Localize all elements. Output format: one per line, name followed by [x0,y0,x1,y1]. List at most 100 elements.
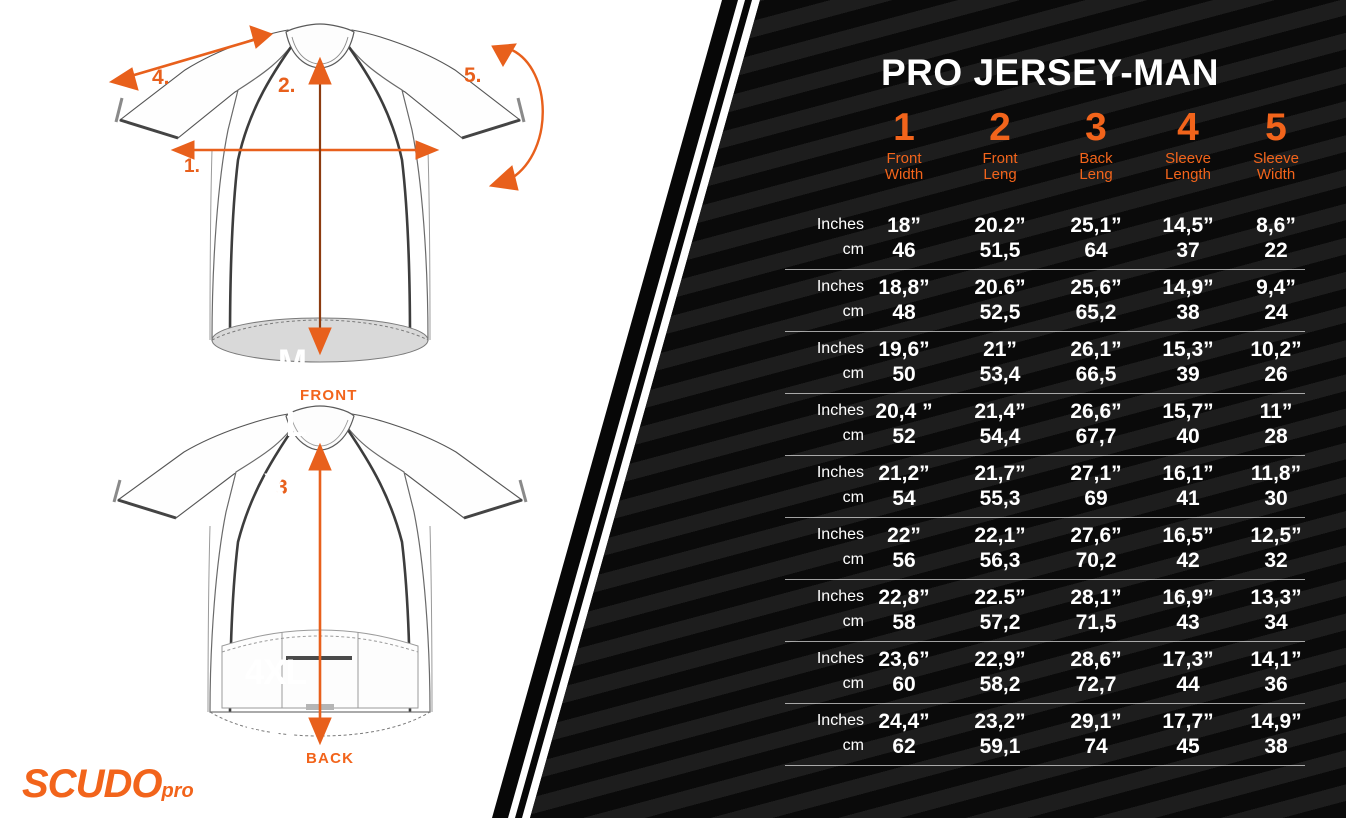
cell-inches-2XL-5: 12,5” [1250,524,1302,547]
column-label2-5: Width [1256,166,1296,183]
column-header-5: 5 Sleeve Width [1230,108,1322,183]
unit-inches: Inches [816,712,864,729]
row-divider [785,455,1305,456]
cell-cm-5XL-3: 74 [1084,735,1108,758]
table-row: XS Inches cm 18” 20.2” 25,1” 14,5” 8,6” 46 51,5 64… [0,208,1346,270]
cell-cm-XS-5: 22 [1264,239,1288,262]
column-label2-2: Leng [983,166,1017,183]
cell-cm-2XL-1: 56 [892,549,916,572]
page-title: PRO JERSEY-MAN [880,52,1219,93]
cell-cm-2XL-5: 32 [1264,549,1288,572]
cell-cm-L-3: 67,7 [1075,425,1117,448]
cell-cm-M-4: 39 [1176,363,1200,386]
row-divider [785,703,1305,704]
unit-cm: cm [842,427,864,444]
front-view-label: FRONT [300,387,358,404]
cell-inches-3XL-5: 13,3” [1250,586,1302,609]
cell-inches-3XL-3: 28,1” [1070,586,1122,609]
table-row: 2XL Inches cm 22” 22,1” 27,6” 16,5” 12,5” 56 56,3… [0,518,1346,580]
size-label-5XL: 5XL [244,715,307,754]
cell-cm-S-4: 38 [1176,301,1200,324]
cell-cm-M-5: 26 [1264,363,1288,386]
cell-inches-4XL-4: 17,3” [1162,648,1214,671]
cell-inches-M-4: 15,3” [1162,338,1214,361]
cell-inches-XL-5: 11,8” [1250,462,1302,485]
cell-inches-M-3: 26,1” [1070,338,1122,361]
cell-inches-2XL-4: 16,5” [1162,524,1214,547]
cell-inches-4XL-5: 14,1” [1250,648,1302,671]
cell-cm-XL-1: 54 [892,487,916,510]
scudo-pro-logo: SCUDOpro [22,762,194,807]
cell-inches-5XL-3: 29,1” [1070,710,1122,733]
back-jersey-diagram: 3. [112,405,528,746]
callout-2: 2. [278,74,296,97]
cell-inches-4XL-3: 28,6” [1070,648,1122,671]
cell-cm-2XL-4: 42 [1176,549,1200,572]
cell-inches-M-1: 19,6” [878,338,930,361]
logo-pro: pro [161,780,194,802]
cell-cm-3XL-1: 58 [892,611,916,634]
cell-inches-M-2: 21” [983,338,1017,361]
size-label-L: L [285,405,307,444]
table-row: S Inches cm 18,8” 20.6” 25,6” 14,9” 9,4” 48 52,5 6… [0,270,1346,332]
unit-cm: cm [842,365,864,382]
cell-cm-3XL-5: 34 [1264,611,1288,634]
column-label2-1: Width [884,166,924,183]
row-divider [785,269,1305,270]
cell-cm-M-3: 66,5 [1075,363,1117,386]
front-jersey-diagram: 4. 1. 2. 5. [108,23,544,363]
cell-cm-XL-2: 55,3 [979,487,1021,510]
cell-cm-S-3: 65,2 [1075,301,1117,324]
cell-inches-2XL-1: 22” [887,524,921,547]
unit-cm: cm [842,489,864,506]
cell-inches-3XL-1: 22,8” [878,586,930,609]
cell-inches-S-2: 20.6” [974,276,1026,299]
table-row: L Inches cm 20,4 ” 21,4” 26,6” 15,7” 11” 52 54,4 6… [0,394,1346,456]
cell-inches-5XL-5: 14,9” [1250,710,1302,733]
size-label-XL: XL [263,467,307,506]
cell-cm-S-1: 48 [892,301,916,324]
cell-cm-5XL-1: 62 [892,735,916,758]
cell-cm-XS-3: 64 [1084,239,1108,262]
cell-inches-S-5: 9,4” [1256,276,1296,299]
unit-cm: cm [842,241,864,258]
cell-cm-4XL-1: 60 [892,673,916,696]
cell-inches-3XL-2: 22.5” [974,586,1026,609]
cell-inches-2XL-3: 27,6” [1070,524,1122,547]
table-row: 3XL Inches cm 22,8” 22.5” 28,1” 16,9” 13,3” 58 57… [0,580,1346,642]
column-number-1: 1 [893,106,915,149]
unit-inches: Inches [816,526,864,543]
column-header-1: 1 Front Width [858,108,950,183]
callout-4: 4. [152,66,170,89]
cell-cm-XL-5: 30 [1264,487,1288,510]
table-row: 5XL Inches cm 24,4” 23,2” 29,1” 17,7” 14,9” 62 59… [0,704,1346,766]
size-label-M: M [277,343,307,382]
cell-cm-5XL-5: 38 [1264,735,1288,758]
size-label-4XL: 4XL [244,653,307,692]
unit-cm: cm [842,737,864,754]
cell-inches-5XL-4: 17,7” [1162,710,1214,733]
cell-cm-4XL-2: 58,2 [979,673,1021,696]
unit-inches: Inches [816,340,864,357]
unit-inches: Inches [816,278,864,295]
callout-3: 3. [276,476,294,499]
cell-inches-M-5: 10,2” [1250,338,1302,361]
column-label-3: Back [1079,150,1113,167]
row-divider [785,331,1305,332]
column-header-3: 3 Back Leng [1050,108,1142,183]
cell-cm-L-4: 40 [1176,425,1200,448]
cell-inches-L-5: 11” [1259,400,1293,423]
cell-inches-XS-3: 25,1” [1070,214,1122,237]
cell-cm-L-1: 52 [892,425,916,448]
column-label-1: Front [886,150,922,167]
cell-cm-4XL-5: 36 [1264,673,1288,696]
size-label-2XL: 2XL [244,529,307,568]
cell-cm-M-2: 53,4 [979,363,1021,386]
column-headers: 1 Front Width 2 Front Leng 3 Back Leng 4 Sleeve Len… [0,108,1346,208]
cell-cm-3XL-3: 71,5 [1075,611,1117,634]
unit-cm: cm [842,551,864,568]
cell-cm-3XL-2: 57,2 [979,611,1021,634]
cell-inches-XS-4: 14,5” [1162,214,1214,237]
unit-inches: Inches [816,588,864,605]
